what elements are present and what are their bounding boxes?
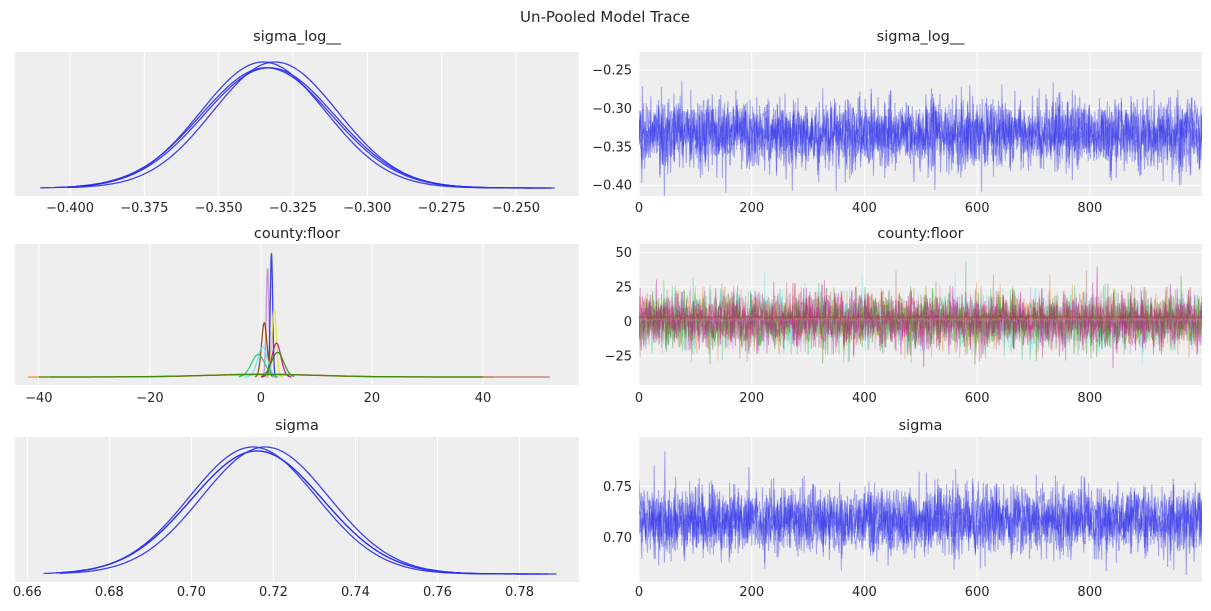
x-tick-label: −0.250 bbox=[492, 201, 540, 216]
y-tick-label: 0.70 bbox=[603, 531, 632, 546]
x-tick-label: −0.275 bbox=[418, 201, 466, 216]
plot-area bbox=[639, 244, 1202, 385]
x-tick-label: 0.74 bbox=[341, 585, 370, 600]
kde-line-7 bbox=[260, 351, 295, 378]
x-tick-label: 40 bbox=[475, 391, 492, 406]
subplot-title: sigma_log__ bbox=[877, 29, 965, 45]
trace-line-0 bbox=[639, 82, 1202, 192]
x-tick-label: −0.400 bbox=[46, 201, 94, 216]
subplot-sigma-log---kde: sigma_log__ −0.400 −0.375 −0.350 −0.325 −0.30… bbox=[15, 29, 579, 216]
kde-line-3 bbox=[75, 67, 531, 189]
x-tick-label: 400 bbox=[852, 391, 877, 406]
x-tick-label: 0.66 bbox=[13, 585, 42, 600]
trace-line-6 bbox=[639, 275, 1202, 365]
subplot-title: county:floor bbox=[254, 226, 340, 242]
subplot-county-floor-kde: county:floor −40 −20 0 20 40 bbox=[15, 226, 579, 406]
kde-line-4 bbox=[244, 346, 278, 378]
trace-line-10 bbox=[639, 313, 1202, 322]
subplot-sigma-log---trace: sigma_log__ 0 200 400 600 800 −0.25 −0.30 −0.35 −… bbox=[592, 29, 1202, 216]
trace-lines bbox=[639, 262, 1202, 369]
trace-line-1 bbox=[639, 80, 1202, 196]
x-tick-label: −0.350 bbox=[195, 201, 243, 216]
trace-line-8 bbox=[639, 313, 1202, 325]
plot-area bbox=[15, 52, 579, 196]
x-tick-label: 200 bbox=[739, 585, 764, 600]
x-tick-label: 800 bbox=[1077, 201, 1102, 216]
trace-line-9 bbox=[639, 315, 1202, 324]
x-tick-label: 0 bbox=[635, 201, 643, 216]
x-tick-label: 200 bbox=[739, 201, 764, 216]
x-tick-label: 800 bbox=[1077, 391, 1102, 406]
x-tick-label: −40 bbox=[25, 391, 52, 406]
trace-line-2 bbox=[639, 262, 1202, 364]
subplot-sigma-kde: sigma 0.66 0.68 0.70 0.72 0.74 0.76 0.78 bbox=[13, 418, 579, 600]
x-tick-label: 600 bbox=[965, 201, 990, 216]
trace-lines bbox=[639, 451, 1202, 576]
y-tick-label: 50 bbox=[615, 246, 632, 261]
subplot-county-floor-trace: county:floor 0 200 400 600 800 50 25 0 −25 bbox=[605, 226, 1202, 406]
x-tick-label: 20 bbox=[364, 391, 381, 406]
kde-line-3 bbox=[76, 450, 528, 575]
y-tick-label: −0.25 bbox=[592, 64, 632, 79]
plot-area bbox=[639, 437, 1202, 582]
trace-line-3 bbox=[639, 86, 1202, 192]
x-tick-label: −0.375 bbox=[120, 201, 168, 216]
subplot-title: county:floor bbox=[877, 226, 963, 242]
trace-line-1 bbox=[639, 274, 1202, 364]
x-tick-label: 0.76 bbox=[423, 585, 452, 600]
plot-area bbox=[15, 437, 579, 582]
y-tick-label: −0.30 bbox=[592, 102, 632, 117]
trace-line-2 bbox=[639, 84, 1202, 193]
subplot-title: sigma bbox=[275, 418, 319, 434]
kde-line-10 bbox=[38, 373, 483, 378]
trace-line-7 bbox=[639, 266, 1202, 358]
trace-line-4 bbox=[639, 279, 1202, 369]
x-tick-label: 0.70 bbox=[177, 585, 206, 600]
plot-area bbox=[15, 244, 579, 385]
x-tick-label: 0.72 bbox=[259, 585, 288, 600]
x-tick-label: 600 bbox=[965, 391, 990, 406]
x-tick-label: 0.78 bbox=[505, 585, 534, 600]
x-tick-label: −0.300 bbox=[343, 201, 391, 216]
x-tick-label: 0 bbox=[635, 391, 643, 406]
x-tick-label: −0.325 bbox=[269, 201, 317, 216]
x-tick-label: 600 bbox=[965, 585, 990, 600]
subplot-sigma-trace: sigma 0 200 400 600 800 0.75 0.70 bbox=[603, 418, 1202, 600]
trace-line-5 bbox=[639, 270, 1202, 362]
trace-line-1 bbox=[639, 467, 1202, 571]
plot-area bbox=[639, 52, 1202, 196]
trace-line-0 bbox=[639, 465, 1202, 572]
y-tick-label: −0.35 bbox=[592, 140, 632, 155]
figure-title: Un-Pooled Model Trace bbox=[520, 8, 690, 26]
subplot-title: sigma_log__ bbox=[253, 29, 341, 45]
y-tick-label: −0.40 bbox=[592, 179, 632, 194]
x-tick-label: 0.68 bbox=[95, 585, 124, 600]
x-tick-label: 0 bbox=[635, 585, 643, 600]
trace-line-0 bbox=[639, 271, 1202, 364]
trace-line-2 bbox=[639, 451, 1202, 564]
subplot-title: sigma bbox=[899, 418, 943, 434]
y-tick-label: 0.75 bbox=[603, 480, 632, 495]
x-tick-label: −20 bbox=[136, 391, 163, 406]
x-tick-label: 0 bbox=[257, 391, 265, 406]
trace-line-3 bbox=[639, 471, 1202, 576]
y-tick-label: −25 bbox=[605, 349, 632, 364]
trace-line-3 bbox=[639, 284, 1202, 361]
x-tick-label: 400 bbox=[852, 201, 877, 216]
y-tick-label: 25 bbox=[615, 280, 632, 295]
x-tick-label: 800 bbox=[1077, 585, 1102, 600]
y-tick-label: 0 bbox=[624, 315, 632, 330]
x-tick-label: 400 bbox=[852, 585, 877, 600]
trace-lines bbox=[639, 80, 1202, 196]
x-tick-label: 200 bbox=[739, 391, 764, 406]
